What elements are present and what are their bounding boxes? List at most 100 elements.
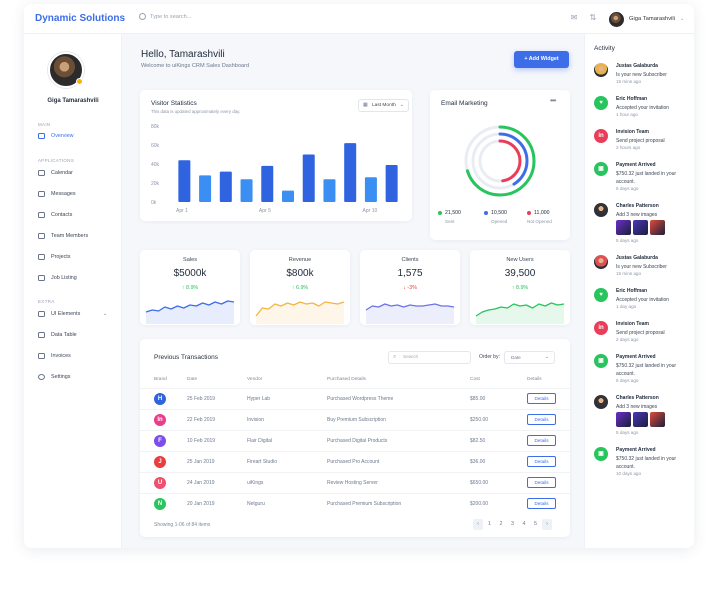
vendor-cell: Invision — [247, 417, 264, 423]
sidebar-item-label: Job Listing — [51, 275, 77, 281]
sidebar-item-label: Settings — [51, 374, 71, 380]
image-thumbnail[interactable] — [616, 220, 631, 235]
image-thumbnails — [616, 220, 665, 235]
briefcase-icon — [38, 275, 45, 281]
sidebar-item-data-table[interactable]: Data Table — [38, 332, 77, 338]
card-title: Email Marketing — [441, 100, 488, 107]
sidebar-item-team-members[interactable]: Team Members — [38, 233, 88, 239]
layers-icon — [38, 311, 45, 317]
more-options-icon[interactable]: ••• — [550, 96, 556, 105]
mail-icon[interactable]: ✉ — [570, 13, 578, 22]
transactions-search-input[interactable]: ⌕ Search — [388, 351, 471, 364]
details-button[interactable]: Details — [527, 477, 556, 488]
cost-cell: $36.00 — [470, 459, 486, 465]
search-bar[interactable]: Type to search... — [139, 13, 191, 20]
table-row: H 25 Feb 2019 Hyper Lab Purchased Wordpress… — [140, 388, 570, 409]
activity-name: Justas Galaburda — [616, 255, 658, 261]
printer-icon — [38, 353, 45, 359]
app-window: Dynamic Solutions Type to search... ✉ ⇅ … — [24, 4, 694, 548]
stat-value: 1,575 — [397, 268, 423, 279]
activity-text: Add 3 new images — [616, 404, 658, 410]
x-tick-label: Apr 1 — [176, 208, 188, 214]
next-page-button[interactable]: › — [542, 519, 552, 530]
bar — [219, 171, 232, 202]
table-icon — [38, 332, 45, 338]
sidebar-item-settings[interactable]: Settings — [38, 374, 70, 380]
page-button[interactable]: 4 — [522, 521, 526, 527]
ring-sent — [464, 125, 536, 197]
column-header-date: Date — [187, 377, 198, 382]
activity-panel: Activity Justas Galaburda Is your new Sub… — [584, 34, 694, 548]
details-button[interactable]: Details — [527, 414, 556, 425]
avatar — [594, 63, 608, 77]
activity-name: Invision Team — [616, 129, 649, 135]
stat-change: ↓ -3% — [403, 285, 417, 291]
cost-cell: $200.00 — [470, 501, 489, 507]
sidebar-item-contacts[interactable]: Contacts — [38, 212, 72, 218]
purchased-details-cell: Purchased Wordpress Theme — [327, 396, 394, 402]
sidebar-item-calendar[interactable]: Calendar — [38, 170, 73, 176]
app-logo[interactable]: Dynamic Solutions — [35, 13, 126, 24]
sidebar-item-overview[interactable]: Overview — [38, 133, 73, 139]
chevron-down-icon: ⌄ — [399, 102, 404, 108]
card-title: Visitor Statistics — [151, 100, 197, 107]
legend-not-opened: 11,000 Not Opened — [527, 210, 552, 224]
activity-text: Add 3 new images — [616, 212, 658, 218]
image-thumbnail[interactable] — [633, 220, 648, 235]
legend-value: 10,500 — [491, 210, 507, 216]
ring-not-opened — [478, 139, 522, 183]
activity-text: $750.32 just landed in your account. — [616, 363, 677, 377]
activity-text: $750.32 just landed in your account. — [616, 456, 677, 470]
stat-change: ↑ 6.9% — [291, 285, 309, 291]
profile-avatar[interactable] — [48, 52, 84, 88]
details-button[interactable]: Details — [527, 498, 556, 509]
image-thumbnail[interactable] — [650, 220, 665, 235]
legend-value: 21,500 — [445, 210, 461, 216]
user-menu[interactable]: Giga Tamarashvili ⌄ — [609, 11, 684, 27]
details-button[interactable]: Details — [527, 393, 556, 404]
details-button[interactable]: Details — [527, 456, 556, 467]
page-button[interactable]: 1 — [488, 521, 491, 527]
page-button[interactable]: 2 — [499, 521, 503, 527]
sidebar-item-invoices[interactable]: Invoices — [38, 353, 71, 359]
date-cell: 10 Feb 2019 — [187, 438, 216, 444]
avatar — [594, 203, 608, 217]
sidebar-item-messages[interactable]: Messages — [38, 191, 76, 197]
period-select[interactable]: ▦ Last Month ⌄ — [358, 99, 409, 112]
stat-value: 39,500 — [504, 268, 536, 279]
email-rings-chart — [464, 125, 536, 197]
stat-value: $5000k — [173, 268, 207, 279]
order-by-select[interactable]: Date ⌄ — [504, 351, 555, 364]
image-thumbnail[interactable] — [633, 412, 648, 427]
page-subtitle: Welcome to uiKings CRM Sales Dashboard — [141, 63, 250, 69]
image-thumbnail[interactable] — [650, 412, 665, 427]
add-widget-button[interactable]: + Add Widget — [514, 51, 569, 68]
clients-sparkline — [365, 303, 455, 324]
y-tick-label: 60k — [151, 143, 160, 149]
table-row: In 22 Feb 2019 Invision Buy Premium Subscri… — [140, 409, 570, 430]
legend-dot — [438, 210, 442, 215]
chevron-down-icon: ⌄ — [544, 354, 549, 360]
invision-logo-icon: in — [594, 129, 608, 143]
sidebar-item-job-listing[interactable]: Job Listing — [38, 275, 77, 281]
activity-text: Accepted your invitation — [616, 105, 670, 111]
wallet-icon: ▣ — [594, 354, 608, 368]
card-title: Previous Transactions — [154, 354, 218, 361]
date-cell: 20 Jan 2019 — [187, 501, 215, 507]
sidebar-item-ui-elements[interactable]: UI Elements — [38, 311, 80, 317]
period-value: Last Month — [372, 103, 396, 108]
brand-logo-icon: In — [154, 414, 166, 426]
search-placeholder: Type to search... — [150, 13, 192, 20]
team-icon — [38, 233, 45, 239]
sidebar-item-projects[interactable]: Projects — [38, 254, 70, 260]
page-button[interactable]: 3 — [511, 521, 514, 527]
page-button[interactable]: 5 — [534, 521, 537, 527]
sales-sparkline — [145, 300, 235, 324]
details-button[interactable]: Details — [527, 435, 556, 446]
sparkline-line — [475, 302, 565, 317]
column-header-vendor: Vendor — [247, 377, 263, 382]
prev-page-button[interactable]: ‹ — [473, 519, 483, 530]
sync-icon[interactable]: ⇅ — [589, 13, 597, 22]
chevron-down-icon[interactable]: ⌄ — [103, 311, 108, 317]
image-thumbnail[interactable] — [616, 412, 631, 427]
